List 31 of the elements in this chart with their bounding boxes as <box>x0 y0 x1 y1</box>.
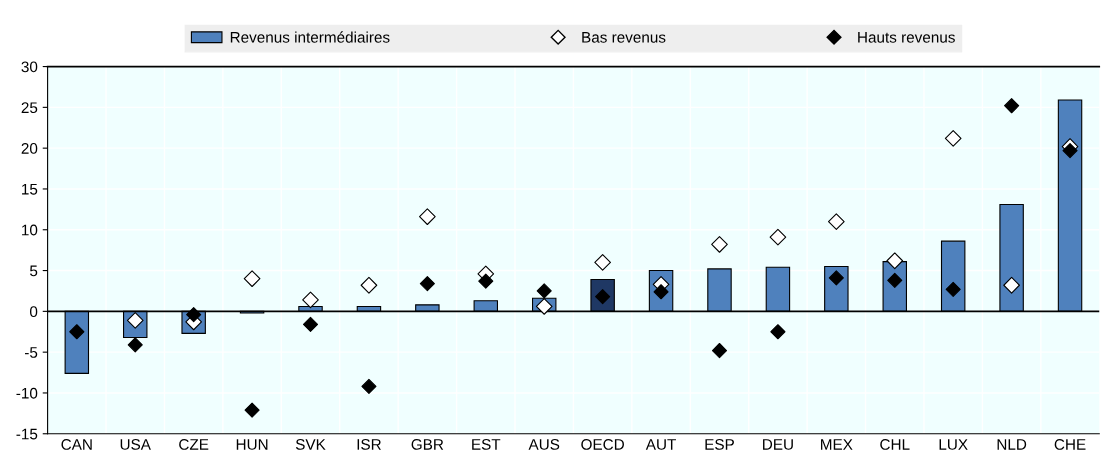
x-tick-label: AUT <box>645 439 676 450</box>
y-tick-label: 10 <box>22 224 38 236</box>
x-tick-label: ISR <box>357 439 381 450</box>
x-tick-label: EST <box>472 439 501 450</box>
y-tick-label: 30 <box>21 61 38 73</box>
x-tick-label: OECD <box>581 439 624 450</box>
x-tick-label: DEU <box>763 439 793 450</box>
x-tick-label: CHE <box>1054 439 1086 450</box>
x-tick-label: CHL <box>880 439 910 450</box>
y-tick-label: 15 <box>22 183 38 195</box>
x-tick-label: USA <box>120 439 151 450</box>
x-tick-label: SVK <box>295 439 326 450</box>
x-tick-label: CZE <box>179 439 209 450</box>
y-tick-label: -15 <box>16 428 38 440</box>
y-tick-label: -10 <box>16 387 38 399</box>
legend-label: Hauts revenus <box>858 32 955 43</box>
legend-label: Revenus intermédiaires <box>230 31 390 43</box>
x-tick-label: HUN <box>236 439 268 450</box>
x-tick-label: AUS <box>528 439 560 450</box>
x-tick-label: GBR <box>411 439 444 450</box>
legend-label: Bas revenus <box>582 32 666 43</box>
y-tick-label: 25 <box>21 102 38 114</box>
x-tick-label: ESP <box>705 439 734 450</box>
y-tick-label: 5 <box>29 265 38 277</box>
x-tick-label: NLD <box>997 439 1027 450</box>
y-tick-label: 20 <box>21 143 38 154</box>
x-tick-label: LUX <box>939 439 968 450</box>
x-tick-label: CAN <box>61 439 92 450</box>
y-tick-label: -5 <box>24 347 38 358</box>
x-tick-label: MEX <box>821 439 853 450</box>
y-tick-label: 0 <box>29 306 38 318</box>
